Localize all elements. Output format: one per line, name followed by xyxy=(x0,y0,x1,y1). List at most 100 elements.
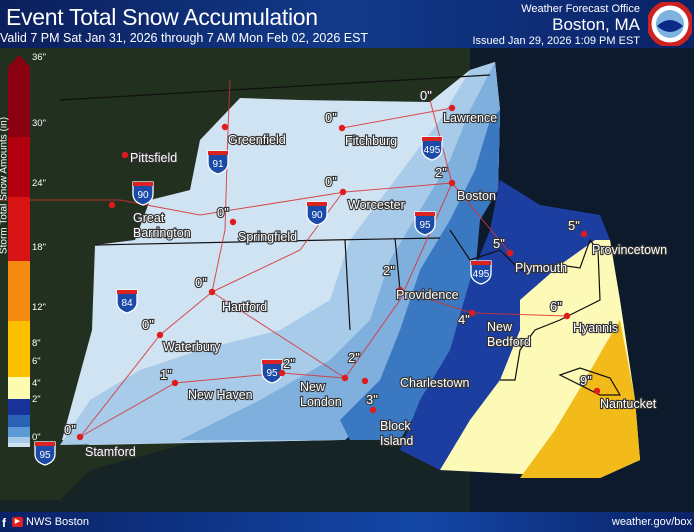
interstate-shield-icon: 90 xyxy=(306,201,328,226)
city-dot xyxy=(121,151,129,159)
snow-amount-label: 6" xyxy=(550,299,562,314)
legend-tick: 36" xyxy=(32,52,46,63)
valid-period: Valid 7 PM Sat Jan 31, 2026 through 7 AM… xyxy=(0,31,369,45)
snow-amount-label: 0" xyxy=(195,275,207,290)
city-dot xyxy=(361,377,369,385)
interstate-number: 495 xyxy=(424,145,441,156)
state-borders xyxy=(59,74,622,396)
city-dot xyxy=(278,369,286,377)
interstate-number: 95 xyxy=(39,450,51,461)
city-name-label: Great Barrington xyxy=(133,211,191,240)
issued-time: Issued Jan 29, 2026 1:09 PM EST xyxy=(472,35,640,47)
city-name-label: Hartford xyxy=(222,300,267,314)
snow-amount-label: 0" xyxy=(420,88,432,103)
city-dot xyxy=(580,230,588,238)
interstate-shield-icon: 495 xyxy=(421,136,443,161)
city-dot xyxy=(506,249,514,257)
city-dot xyxy=(341,374,349,382)
legend-colorbar xyxy=(8,55,30,447)
nws-logo xyxy=(648,2,692,46)
snow-amount-label: 2" xyxy=(383,263,395,278)
city-name-label: Greenfield xyxy=(228,133,286,147)
interstate-number: 84 xyxy=(121,298,133,309)
interstate-number: 90 xyxy=(137,190,149,201)
interstate-shield-icon: 95 xyxy=(261,359,283,384)
interstate-shield-icon: 84 xyxy=(116,289,138,314)
city-dot xyxy=(369,406,377,414)
city-name-label: Springfield xyxy=(238,230,297,244)
legend-tick: 2" xyxy=(32,394,41,405)
city-name-label: Nantucket xyxy=(600,397,657,411)
city-name-label: Providence xyxy=(396,288,459,302)
interstate-shield-icon: 95 xyxy=(414,211,436,236)
legend-tick: 8" xyxy=(32,338,41,349)
city-name-label: Plymouth xyxy=(515,261,567,275)
city-name-label: Charlestown xyxy=(400,376,470,390)
interstate-shield-icon: 91 xyxy=(207,150,229,175)
website-link[interactable]: weather.gov/box xyxy=(611,516,692,528)
interstate-number: 90 xyxy=(311,210,323,221)
snow-amount-label: 0" xyxy=(325,174,337,189)
snow-amount-label: 0" xyxy=(142,317,154,332)
legend-tick: 12" xyxy=(32,302,46,313)
header-banner: Event Total Snow Accumulation Valid 7 PM… xyxy=(0,0,694,48)
youtube-icon[interactable]: ▶ xyxy=(12,517,23,527)
interstate-number: 91 xyxy=(212,159,224,170)
interstate-number: 95 xyxy=(266,368,278,379)
city-name-label: Pittsfield xyxy=(130,151,177,165)
snow-amount-label: 2" xyxy=(283,356,295,371)
legend-tick: 6" xyxy=(32,356,41,367)
city-name-label: New Haven xyxy=(188,388,253,402)
band-8-12in xyxy=(520,320,640,478)
city-dot xyxy=(448,104,456,112)
city-name-label: Stamford xyxy=(85,445,136,459)
legend-tick: 18" xyxy=(32,242,46,253)
city-dot xyxy=(338,124,346,132)
city-dot xyxy=(339,188,347,196)
social-handle: NWS Boston xyxy=(26,516,89,528)
interstate-number: 95 xyxy=(419,220,431,231)
city-name-label: Provincetown xyxy=(592,243,667,257)
snow-amount-label: 5" xyxy=(568,218,580,233)
city-name-label: New Bedford xyxy=(487,320,531,349)
snow-amount-label: 1" xyxy=(160,367,172,382)
snow-amount-label: 0" xyxy=(325,110,337,125)
city-dot xyxy=(229,218,237,226)
legend-tick: 30" xyxy=(32,118,46,129)
snow-amount-label: 5" xyxy=(493,236,505,251)
snow-amount-label: 2" xyxy=(348,350,360,365)
city-name-label: New London xyxy=(300,380,342,409)
city-name-label: Fitchburg xyxy=(345,134,397,148)
legend-tick: 0" xyxy=(32,432,41,443)
snow-amount-label: 3" xyxy=(366,392,378,407)
footer-banner: f ▶ NWS Boston weather.gov/box xyxy=(0,512,694,532)
legend-title: Storm Total Snow Amounts (in) xyxy=(0,116,10,255)
interstate-shield-icon: 95 xyxy=(34,441,56,466)
city-name-label: Worcester xyxy=(348,198,405,212)
city-dot xyxy=(563,312,571,320)
snow-amount-label: 4" xyxy=(458,312,470,327)
city-dot xyxy=(221,123,229,131)
snow-amount-label: 0" xyxy=(217,205,229,220)
city-name-label: Lawrence xyxy=(443,111,497,125)
city-dot xyxy=(108,201,116,209)
snow-amount-label: 0" xyxy=(64,422,76,437)
city-name-label: Block Island xyxy=(380,419,413,448)
city-name-label: Waterbury xyxy=(163,340,221,354)
city-name-label: Boston xyxy=(457,189,496,203)
city-dot xyxy=(593,387,601,395)
legend-tick: 24" xyxy=(32,178,46,189)
interstate-shield-icon: 90 xyxy=(132,181,154,206)
office-name: Boston, MA xyxy=(552,15,640,34)
map-title: Event Total Snow Accumulation xyxy=(6,4,318,30)
city-dot xyxy=(208,288,216,296)
city-dot xyxy=(396,286,404,294)
facebook-icon[interactable]: f xyxy=(2,516,6,530)
interstate-number: 495 xyxy=(473,269,490,280)
city-name-label: Hyannis xyxy=(573,321,618,335)
city-dot xyxy=(448,179,456,187)
office-label: Weather Forecast Office xyxy=(521,3,640,15)
snow-bands xyxy=(60,62,640,478)
office-info: Weather Forecast Office Boston, MA Issue… xyxy=(472,3,640,47)
